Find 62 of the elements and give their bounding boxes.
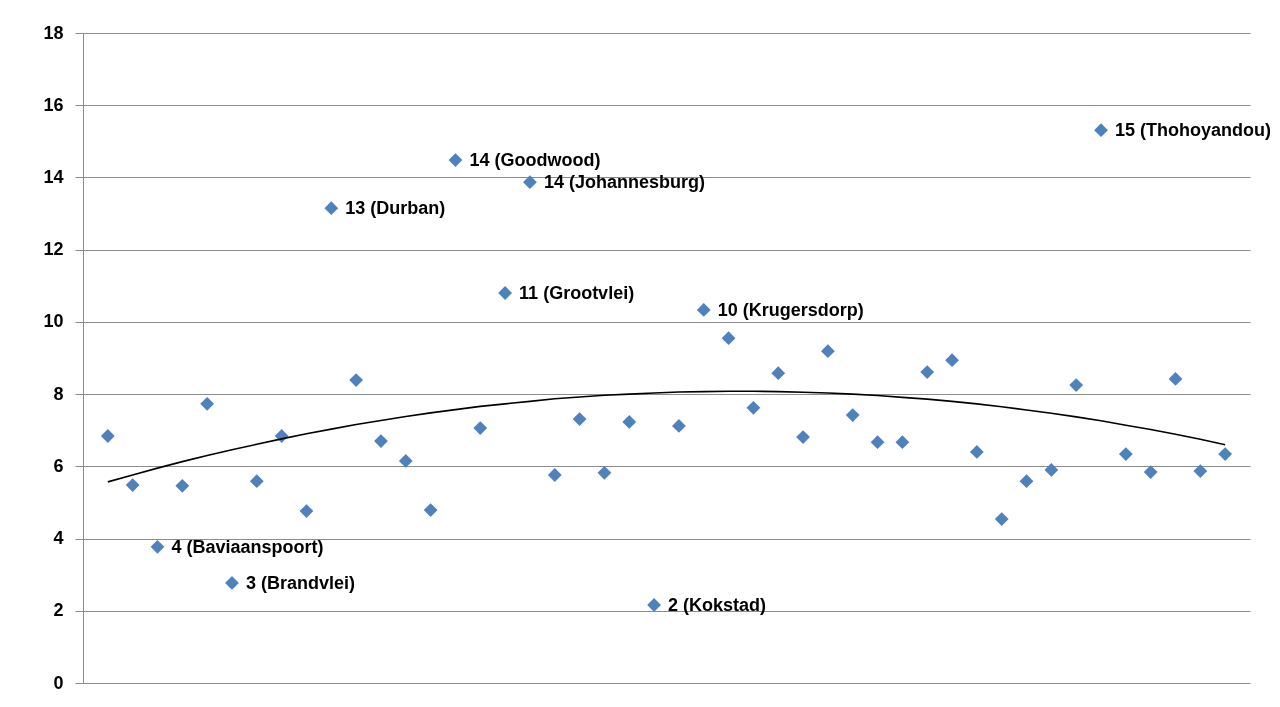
y-tick-label: 6 xyxy=(53,455,64,476)
point xyxy=(547,468,562,482)
y-tick-label: 10 xyxy=(43,311,64,332)
point xyxy=(448,153,463,167)
point xyxy=(175,478,190,493)
point xyxy=(771,366,786,381)
point xyxy=(721,331,736,346)
y-tick-label: 8 xyxy=(53,383,64,404)
y-tick-label: 16 xyxy=(43,94,64,115)
y-tick-label: 0 xyxy=(53,672,64,693)
data-label: 15 (Thohoyandou) xyxy=(1115,120,1272,141)
point xyxy=(870,435,885,450)
point xyxy=(1069,378,1084,392)
data-label: 11 (Grootvlei) xyxy=(519,283,635,303)
point xyxy=(895,435,910,450)
data-label: 4 (Baviaanspoort) xyxy=(171,536,324,557)
point xyxy=(672,419,686,433)
point xyxy=(746,400,761,415)
point xyxy=(1118,447,1133,461)
data-label: 3 (Brandvlei) xyxy=(245,572,356,593)
y-tick-label: 14 xyxy=(43,166,64,187)
point xyxy=(1143,465,1158,479)
point xyxy=(1094,123,1108,138)
point xyxy=(324,201,339,216)
point xyxy=(1218,447,1233,461)
y-tick-label: 18 xyxy=(43,22,64,43)
line-series xyxy=(107,390,1226,483)
point xyxy=(1044,463,1059,477)
point xyxy=(523,175,537,190)
point xyxy=(597,465,612,480)
point xyxy=(100,429,115,443)
data-label: 14 (Johannesburg) xyxy=(543,172,705,193)
point xyxy=(994,512,1009,526)
y-tick-label: 2 xyxy=(53,600,64,621)
data-label: 13 (Durban) xyxy=(345,198,446,219)
point xyxy=(150,539,165,554)
point xyxy=(423,503,438,517)
point xyxy=(845,408,860,422)
point xyxy=(622,415,637,429)
point xyxy=(398,454,413,468)
data-label: 14 (Goodwood) xyxy=(469,150,601,171)
point xyxy=(920,365,935,379)
point xyxy=(796,430,810,444)
y-tick-label: 12 xyxy=(43,239,64,260)
point xyxy=(473,421,488,435)
point xyxy=(200,396,215,411)
data-label: 10 (Krugersdorp) xyxy=(717,299,864,320)
point xyxy=(572,412,587,426)
point xyxy=(1168,372,1183,386)
point xyxy=(1193,464,1208,478)
data-label: 2 (Kokstad) xyxy=(668,595,767,615)
point xyxy=(249,474,264,489)
point xyxy=(299,504,314,518)
point xyxy=(821,344,835,359)
point xyxy=(1019,474,1034,489)
point xyxy=(969,445,984,459)
point xyxy=(696,303,711,317)
y-tick-label: 4 xyxy=(53,528,64,549)
point xyxy=(498,286,512,300)
point xyxy=(125,478,140,492)
point xyxy=(349,373,364,387)
point xyxy=(945,353,959,368)
